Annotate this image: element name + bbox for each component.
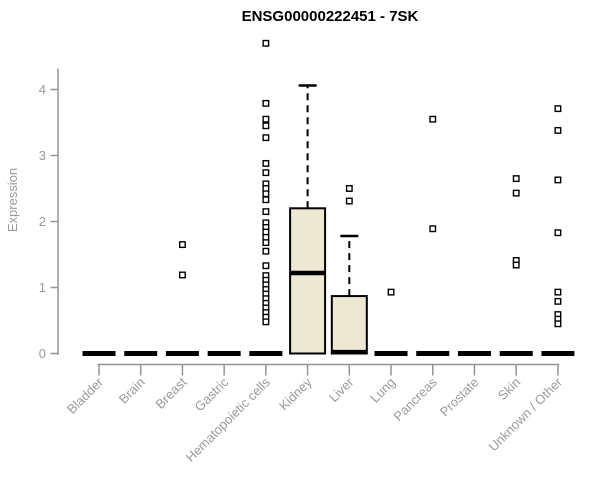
zero-box [457, 351, 491, 356]
y-tick-label: 0 [39, 346, 46, 361]
x-tick-label: Skin [495, 375, 523, 403]
outlier-point [178, 271, 186, 279]
outlier-point [262, 318, 270, 326]
outlier-point [262, 159, 270, 167]
x-tick-label: Breast [152, 374, 189, 411]
x-tick-label: Liver [326, 374, 357, 405]
x-tick-label: Bladder [64, 374, 107, 417]
outlier-point [262, 39, 270, 47]
outlier-point [512, 189, 520, 197]
box [289, 207, 327, 355]
outlier-point [554, 229, 562, 237]
zero-box [499, 351, 533, 356]
outlier-point [262, 190, 270, 198]
outlier-point [512, 175, 520, 183]
x-tick-label: Brain [116, 375, 148, 407]
outlier-point [554, 126, 562, 134]
outlier-point [554, 297, 562, 305]
outlier-point [554, 288, 562, 296]
x-tick-label: Gastric [192, 374, 232, 414]
x-tick-label: Prostate [437, 375, 482, 420]
outlier-point [554, 105, 562, 113]
outlier-point [262, 239, 270, 247]
zero-box [207, 351, 241, 356]
zero-box [249, 351, 283, 356]
zero-box [416, 351, 450, 356]
outlier-point [429, 115, 437, 123]
zero-box [541, 351, 575, 356]
zero-box [374, 351, 408, 356]
outlier-point [262, 169, 270, 177]
x-tick-label: Kidney [276, 374, 315, 413]
y-tick-label: 1 [39, 280, 46, 295]
outlier-point [262, 196, 270, 204]
outlier-point [262, 208, 270, 216]
outlier-point [345, 185, 353, 192]
outlier-point [262, 99, 270, 107]
outlier-point [429, 225, 437, 233]
outlier-point [262, 122, 270, 130]
outlier-point [262, 247, 270, 255]
box [330, 295, 368, 355]
x-tick-label: Pancreas [390, 374, 440, 424]
outlier-point [178, 241, 186, 249]
y-tick-label: 3 [39, 148, 46, 163]
outlier-point [554, 176, 562, 184]
chart-title: ENSG00000222451 - 7SK [241, 8, 419, 25]
outlier-point [554, 320, 562, 328]
outlier-point [345, 197, 353, 205]
zero-box [82, 351, 116, 356]
x-tick-label: Lung [367, 375, 398, 406]
outlier-point [262, 262, 270, 270]
zero-box [124, 351, 158, 356]
outlier-point [262, 115, 270, 123]
outlier-point [387, 288, 395, 296]
outlier-point [262, 134, 270, 142]
x-tick-label: Unknown / Other [485, 374, 565, 454]
y-tick-label: 4 [39, 82, 46, 97]
outlier-point [512, 261, 520, 269]
y-tick-label: 2 [39, 214, 46, 229]
zero-box [165, 351, 199, 356]
